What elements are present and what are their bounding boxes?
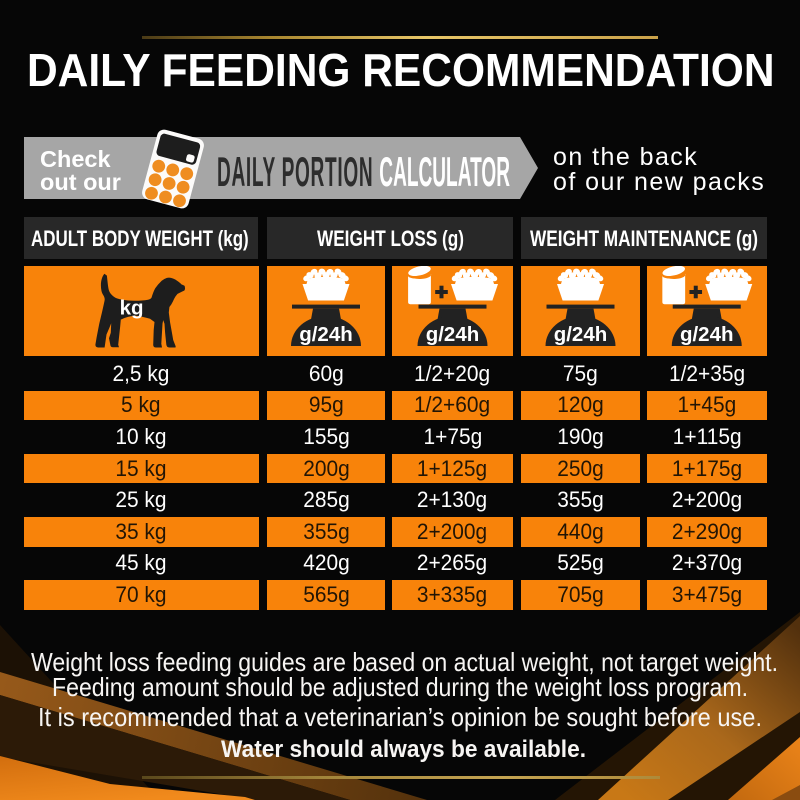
svg-text:g/24h: g/24h [680, 323, 734, 346]
svg-text:g/24h: g/24h [554, 323, 608, 346]
svg-text:g/24h: g/24h [299, 323, 353, 346]
svg-text:kg: kg [120, 296, 144, 319]
svg-text:g/24h: g/24h [426, 323, 480, 346]
